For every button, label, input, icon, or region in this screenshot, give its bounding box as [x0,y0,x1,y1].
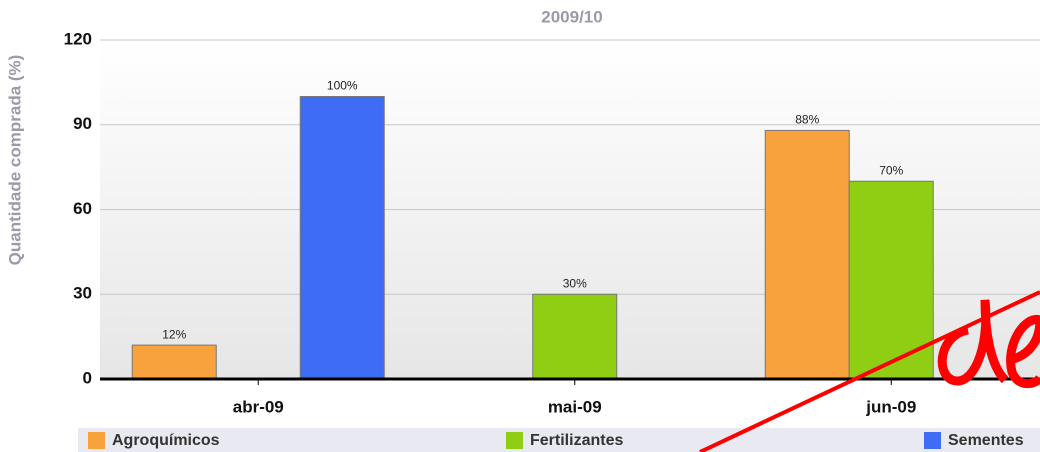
y-tick-label: 120 [64,29,92,48]
y-tick-label: 60 [73,199,92,218]
y-axis-label: Quantidade comprada (%) [5,55,24,266]
x-tick-label: jun-09 [865,397,916,416]
legend-label: Sementes [948,432,1024,449]
legend-label: Agroquímicos [112,432,220,449]
x-tick-label: mai-09 [548,397,602,416]
value-label: 100% [327,79,358,93]
legend-swatch [88,432,105,449]
x-tick-label: abr-09 [233,397,284,416]
y-tick-label: 90 [73,114,92,133]
y-tick-label: 0 [83,368,92,387]
annotation [699,290,1040,452]
plot: 0 30 60 90 120 abr-09 12% 100% mai-09 30% jun-09 88… [64,29,1040,416]
bar [299,96,385,380]
bar [131,344,217,380]
bar [848,180,934,380]
legend-background [78,428,1040,452]
y-tick-label: 30 [73,284,92,303]
bar [532,293,618,380]
legend-swatch [506,432,523,449]
value-label: 30% [563,276,587,290]
legend-swatch [924,432,941,449]
legend-label: Fertilizantes [530,432,623,449]
value-label: 12% [162,327,186,341]
red-scribble [937,299,1040,389]
value-label: 88% [795,113,819,127]
value-label: 70% [879,163,903,177]
chart-title: 2009/10 [541,7,602,26]
bar [764,129,850,380]
